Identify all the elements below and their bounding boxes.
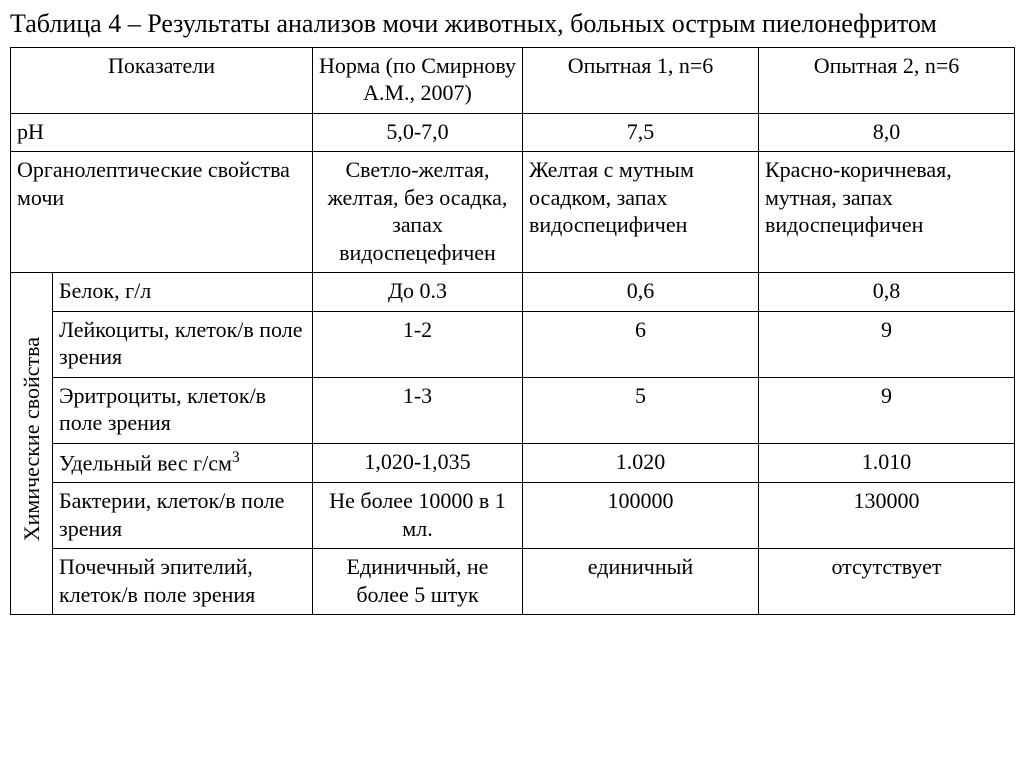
- cell-exp2: отсутствует: [759, 549, 1015, 615]
- cell-norm: 1-2: [313, 311, 523, 377]
- cell-param: Почечный эпителий, клеток/в поле зрения: [53, 549, 313, 615]
- cell-norm: До 0.3: [313, 273, 523, 312]
- cell-norm: Не более 10000 в 1 мл.: [313, 483, 523, 549]
- cell-exp1: 0,6: [523, 273, 759, 312]
- row-erythrocytes: Эритроциты, клеток/в поле зрения 1-3 5 9: [11, 377, 1015, 443]
- cell-param: Белок, г/л: [53, 273, 313, 312]
- table-caption: Таблица 4 – Результаты анализов мочи жив…: [10, 8, 1014, 41]
- row-leukocytes: Лейкоциты, клеток/в поле зрения 1-2 6 9: [11, 311, 1015, 377]
- cell-norm: 5,0-7,0: [313, 113, 523, 152]
- cell-exp1: единичный: [523, 549, 759, 615]
- row-bacteria: Бактерии, клеток/в поле зрения Не более …: [11, 483, 1015, 549]
- cell-norm: 1-3: [313, 377, 523, 443]
- cell-exp1: 1.020: [523, 443, 759, 483]
- cell-norm: 1,020-1,035: [313, 443, 523, 483]
- section-label: Химические свойства: [18, 337, 46, 541]
- cell-exp1: 100000: [523, 483, 759, 549]
- results-table: Показатели Норма (по Смирнову А.М., 2007…: [10, 47, 1015, 616]
- cell-exp1: 6: [523, 311, 759, 377]
- cell-param: Эритроциты, клеток/в поле зрения: [53, 377, 313, 443]
- sg-prefix: Удельный вес г/см: [59, 450, 232, 475]
- cell-norm: Единичный, не более 5 штук: [313, 549, 523, 615]
- col-param: Показатели: [11, 47, 313, 113]
- row-protein: Химические свойства Белок, г/л До 0.3 0,…: [11, 273, 1015, 312]
- cell-exp2: 0,8: [759, 273, 1015, 312]
- cell-param: pH: [11, 113, 313, 152]
- sg-sup: 3: [232, 449, 240, 466]
- cell-param: Лейкоциты, клеток/в поле зрения: [53, 311, 313, 377]
- col-exp1: Опытная 1, n=6: [523, 47, 759, 113]
- cell-exp2: Красно-коричневая, мутная, запах видоспе…: [759, 152, 1015, 273]
- col-exp2: Опытная 2, n=6: [759, 47, 1015, 113]
- cell-norm: Светло-желтая, желтая, без осадка, запах…: [313, 152, 523, 273]
- cell-param: Удельный вес г/см3: [53, 443, 313, 483]
- cell-exp2: 9: [759, 311, 1015, 377]
- section-chemical: Химические свойства: [11, 273, 53, 615]
- row-organoleptic: Органолептические свойства мочи Светло-ж…: [11, 152, 1015, 273]
- col-norm: Норма (по Смирнову А.М., 2007): [313, 47, 523, 113]
- header-row: Показатели Норма (по Смирнову А.М., 2007…: [11, 47, 1015, 113]
- cell-exp1: Желтая с мутным осадком, запах видоспеци…: [523, 152, 759, 273]
- cell-param: Органолептические свойства мочи: [11, 152, 313, 273]
- cell-exp1: 5: [523, 377, 759, 443]
- cell-exp2: 130000: [759, 483, 1015, 549]
- cell-exp2: 1.010: [759, 443, 1015, 483]
- cell-param: Бактерии, клеток/в поле зрения: [53, 483, 313, 549]
- row-specific-gravity: Удельный вес г/см3 1,020-1,035 1.020 1.0…: [11, 443, 1015, 483]
- cell-exp2: 9: [759, 377, 1015, 443]
- cell-exp1: 7,5: [523, 113, 759, 152]
- row-epithelium: Почечный эпителий, клеток/в поле зрения …: [11, 549, 1015, 615]
- row-ph: pH 5,0-7,0 7,5 8,0: [11, 113, 1015, 152]
- cell-exp2: 8,0: [759, 113, 1015, 152]
